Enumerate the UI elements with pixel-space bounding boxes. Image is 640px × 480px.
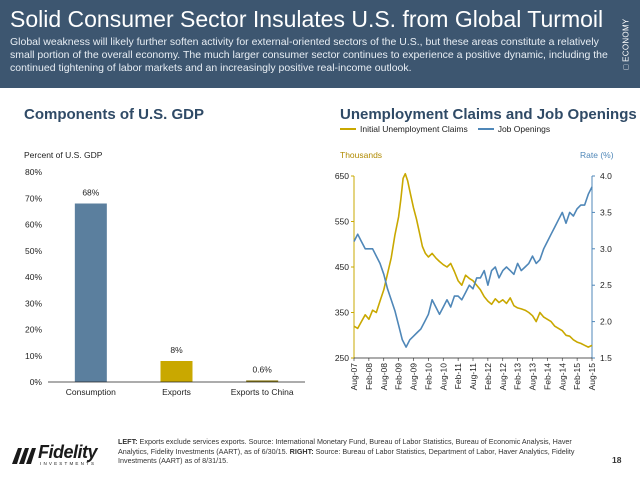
x-category-label: Consumption <box>66 387 116 397</box>
bar <box>74 203 107 382</box>
logo-text: Fidelity <box>38 442 98 462</box>
y-tick-label: 40% <box>25 272 42 282</box>
y-tick-label: 70% <box>25 193 42 203</box>
x-tick-label: Feb-14 <box>542 363 552 390</box>
section-tab: □ ECONOMY <box>614 4 638 84</box>
x-tick-label: Feb-11 <box>453 363 463 390</box>
left-chart-title: Components of U.S. GDP <box>24 106 204 123</box>
y-tick-label: 60% <box>25 220 42 230</box>
x-tick-label: Aug-14 <box>557 363 567 391</box>
legend-swatch-openings <box>477 128 494 130</box>
line-chart-legend: Initial Unemployment Claims Job Openings <box>340 124 560 134</box>
x-tick-label: Feb-10 <box>423 363 433 390</box>
right-y-tick-label: 4.0 <box>600 171 612 181</box>
left-y-axis-label: Percent of U.S. GDP <box>24 150 103 160</box>
x-tick-label: Aug-15 <box>587 363 597 391</box>
footnote-left-text: Exports exclude services exports. Source… <box>118 437 572 456</box>
left-y-tick-label: 250 <box>335 353 349 363</box>
page-title: Solid Consumer Sector Insulates U.S. fro… <box>10 6 604 32</box>
y-tick-label: 80% <box>25 167 42 177</box>
bar-value-label: 68% <box>82 188 99 198</box>
y-tick-label: 0% <box>30 377 43 387</box>
y-tick-label: 10% <box>25 351 42 361</box>
left-axis-units: Thousands <box>340 150 383 160</box>
right-y-tick-label: 1.5 <box>600 353 612 363</box>
right-y-tick-label: 3.5 <box>600 207 612 217</box>
bar <box>246 380 279 382</box>
left-y-tick-label: 550 <box>335 217 349 227</box>
left-y-tick-label: 450 <box>335 262 349 272</box>
bar <box>160 361 193 382</box>
left-y-tick-label: 350 <box>335 308 349 318</box>
legend-item-openings: Job Openings <box>477 124 551 134</box>
footnote-right-text: Source: Bureau of Labor Statistics, Depa… <box>118 446 575 466</box>
x-tick-label: Feb-13 <box>513 363 523 390</box>
legend-swatch-claims <box>340 128 356 130</box>
x-tick-label: Feb-08 <box>364 363 374 390</box>
right-y-tick-label: 2.5 <box>600 280 612 290</box>
x-tick-label: Feb-15 <box>572 363 582 390</box>
legend-label-claims: Initial Unemployment Claims <box>360 124 468 134</box>
x-tick-label: Aug-08 <box>379 363 389 391</box>
x-tick-label: Aug-10 <box>438 363 448 391</box>
logo-subtext: INVESTMENTS <box>40 461 97 466</box>
series-line-claims <box>353 172 593 348</box>
x-tick-label: Aug-07 <box>349 363 359 391</box>
page-number: 18 <box>612 455 622 465</box>
legend-label-openings: Job Openings <box>497 124 551 134</box>
bar-value-label: 0.6% <box>252 364 272 374</box>
y-tick-label: 50% <box>25 246 42 256</box>
legend-item-claims: Initial Unemployment Claims <box>340 124 468 134</box>
x-tick-label: Aug-13 <box>528 363 538 391</box>
x-tick-label: Feb-09 <box>394 363 404 390</box>
x-tick-label: Aug-11 <box>468 363 478 390</box>
x-category-label: Exports <box>162 387 191 397</box>
y-tick-label: 30% <box>25 298 42 308</box>
left-y-tick-label: 650 <box>335 171 349 181</box>
header-banner: Solid Consumer Sector Insulates U.S. fro… <box>0 0 640 88</box>
y-tick-label: 20% <box>25 325 42 335</box>
right-y-tick-label: 2.0 <box>600 317 612 327</box>
x-tick-label: Aug-12 <box>498 363 508 391</box>
footnote-right-prefix: RIGHT: <box>289 446 314 456</box>
line-chart: 250 350 450 550 650 1.5 2.0 2.5 3.0 3.5 4.0 Aug-07 F… <box>335 171 612 391</box>
logo-mark-icon <box>12 448 36 464</box>
footnote: LEFT: Exports exclude services exports. … <box>118 437 588 466</box>
series-line-openings <box>353 186 593 348</box>
bar-chart: 0% 10% 20% 30% 40% 50% 60% 70% 80% 68% Consumption… <box>25 167 305 397</box>
x-category-label: Exports to China <box>231 387 294 397</box>
page-subtitle: Global weakness will likely further soft… <box>10 36 608 74</box>
bar-value-label: 8% <box>170 345 183 355</box>
x-tick-label: Feb-12 <box>483 363 493 390</box>
section-tab-label: □ ECONOMY <box>621 18 631 70</box>
right-y-tick-label: 3.0 <box>600 244 612 254</box>
footnote-left-prefix: LEFT: <box>118 437 138 446</box>
right-chart-title: Unemployment Claims and Job Openings <box>340 106 637 123</box>
right-axis-units: Rate (%) <box>580 150 614 160</box>
fidelity-logo: Fidelity INVESTMENTS <box>10 442 110 466</box>
x-tick-label: Aug-09 <box>409 363 419 391</box>
